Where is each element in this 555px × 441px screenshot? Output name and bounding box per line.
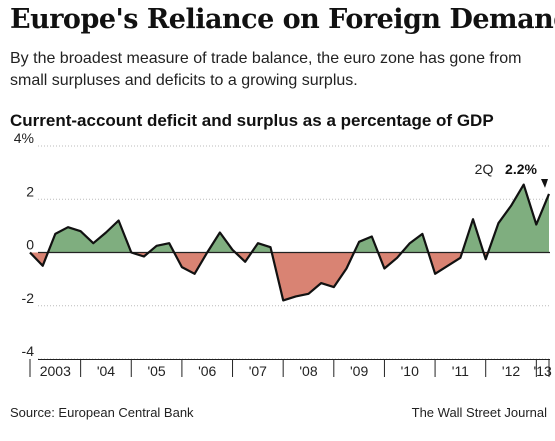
y-tick-label: -2	[22, 290, 35, 306]
y-tick-label: 4%	[14, 130, 34, 146]
deficit-area	[378, 252, 402, 269]
x-tick-label: '10	[401, 363, 419, 379]
x-tick-label: '05	[147, 363, 165, 379]
x-tick-label: '06	[198, 363, 216, 379]
annotation-period: 2Q	[475, 161, 494, 177]
x-tick-label: '09	[350, 363, 368, 379]
deficit-area	[174, 252, 208, 274]
x-tick-label: '13	[534, 363, 552, 379]
y-tick-label: 2	[26, 183, 34, 199]
surplus-area	[488, 184, 549, 253]
area-layer	[30, 184, 549, 301]
surplus-area	[47, 220, 132, 253]
x-tick-label: '04	[97, 363, 115, 379]
chart-headline: Europe's Reliance on Foreign Demand	[10, 4, 555, 35]
deficit-area	[271, 252, 355, 301]
y-tick-label: -4	[22, 343, 35, 359]
surplus-area	[462, 219, 484, 253]
x-tick-label: '08	[299, 363, 317, 379]
x-tick-label: '07	[249, 363, 267, 379]
source-note: Source: European Central Bank	[10, 405, 194, 420]
axis-layer	[29, 183, 551, 377]
deficit-area	[428, 252, 463, 274]
surplus-area	[207, 232, 236, 253]
label-layer: 4% 2 0 -2 -4 2003 '04 '05 '06 '07 '08 '09 '10 '11 '12 '…	[14, 130, 552, 379]
x-tick-label: 2003	[40, 363, 71, 379]
current-account-series-line	[29, 183, 551, 302]
chart-subtitle: By the broadest measure of trade balance…	[10, 50, 522, 89]
annotation-pointer	[541, 179, 548, 188]
surplus-area	[148, 243, 175, 253]
annotation-value: 2.2%	[505, 161, 537, 177]
surplus-area	[354, 236, 379, 253]
surplus-area	[401, 233, 429, 253]
y-tick-label: 0	[26, 237, 34, 253]
chart-title: Current-account deficit and surplus as a…	[10, 111, 494, 130]
credit-note: The Wall Street Journal	[411, 405, 547, 420]
x-tick-label: '11	[452, 363, 469, 379]
x-tick-label: '12	[502, 363, 520, 379]
